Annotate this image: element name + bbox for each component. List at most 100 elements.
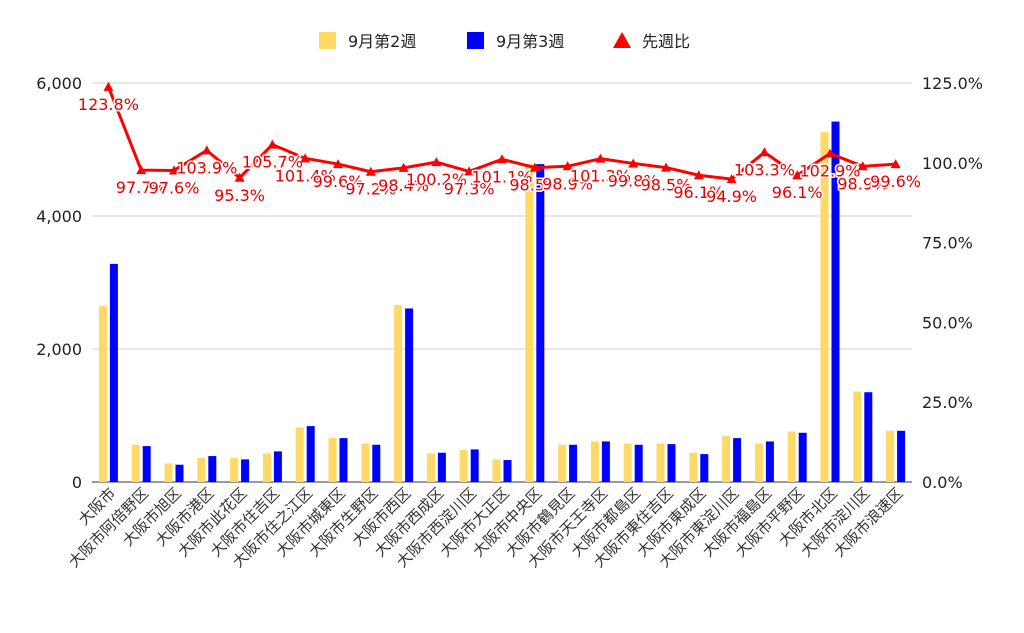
- data-label-先週比: 97.7%: [116, 178, 167, 197]
- point-先週比: [792, 170, 803, 180]
- point-先週比: [300, 153, 311, 163]
- y-right-tick-label: 25.0%: [922, 393, 973, 412]
- data-label-先週比: 103.3%: [734, 160, 795, 179]
- y-left-tick-label: 4,000: [36, 207, 82, 226]
- data-label-先週比: 99.6%: [870, 172, 921, 191]
- bar-9月第3週: [864, 392, 873, 482]
- point-先週比: [267, 139, 278, 149]
- data-label-先週比: 96.1%: [673, 183, 724, 202]
- data-label-先週比: 100.2%: [406, 170, 467, 189]
- data-label-先週比: 98.4%: [378, 176, 429, 195]
- point-先週比: [529, 162, 540, 172]
- point-先週比: [234, 172, 245, 182]
- point-先週比: [661, 162, 671, 172]
- bar-9月第3週: [372, 444, 381, 482]
- bar-9月第2週: [394, 305, 403, 482]
- y-right-tick-label: 100.0%: [922, 154, 983, 173]
- point-先週比: [169, 165, 179, 175]
- bar-9月第3週: [437, 452, 446, 482]
- data-label-先週比: 99.6%: [313, 172, 364, 191]
- bar-9月第3週: [339, 438, 348, 482]
- legend-swatch: [467, 32, 484, 49]
- legend-label: 9月第3週: [496, 32, 564, 51]
- y-right-tick-label: 75.0%: [922, 234, 973, 253]
- grid-layer: [92, 82, 912, 483]
- bar-9月第3週: [503, 460, 512, 482]
- bar-9月第3週: [175, 464, 184, 482]
- data-label-先週比: 99.8%: [608, 171, 659, 190]
- bar-9月第3週: [700, 454, 709, 482]
- bar-9月第2週: [722, 436, 731, 482]
- data-label-先週比: 123.8%: [78, 95, 139, 114]
- bar-9月第2週: [459, 450, 468, 482]
- point-先週比: [857, 161, 868, 171]
- legend-swatch: [613, 32, 631, 48]
- bar-9月第2週: [525, 164, 534, 482]
- y-left-tick-label: 2,000: [36, 340, 82, 359]
- point-先週比: [759, 147, 770, 157]
- data-label-先週比: 105.7%: [242, 153, 303, 172]
- bar-9月第2週: [426, 453, 435, 482]
- bar-9月第2週: [197, 458, 206, 482]
- bar-9月第2週: [623, 443, 632, 482]
- bar-9月第3週: [569, 444, 578, 482]
- bar-9月第2週: [656, 443, 665, 482]
- point-先週比: [464, 166, 475, 176]
- bar-9月第2週: [689, 452, 698, 482]
- data-label-先週比: 101.1%: [471, 167, 532, 186]
- bar-9月第2週: [886, 430, 895, 482]
- bar-9月第3週: [208, 456, 217, 482]
- bar-9月第2週: [492, 459, 501, 482]
- bar-9月第2週: [262, 453, 271, 482]
- bars-layer: [98, 121, 906, 482]
- data-label-先週比: 97.2%: [345, 180, 396, 199]
- bar-9月第3週: [667, 444, 676, 482]
- bar-9月第3週: [831, 121, 840, 482]
- bar-9月第2週: [853, 391, 862, 482]
- data-label-先週比: 96.1%: [772, 183, 823, 202]
- y-left-tick-label: 0: [72, 473, 82, 492]
- point-先週比: [726, 174, 737, 184]
- point-先週比: [497, 154, 507, 164]
- data-label-先週比: 94.9%: [706, 187, 757, 206]
- bar-9月第2週: [328, 438, 337, 482]
- legend-label: 9月第2週: [348, 32, 416, 51]
- point-先週比: [890, 159, 901, 169]
- data-label-先週比: 97.3%: [444, 179, 495, 198]
- line-layer: 123.8%97.7%97.6%103.9%95.3%105.7%101.4%9…: [76, 81, 923, 208]
- bar-9月第3週: [765, 441, 774, 482]
- point-先週比: [628, 158, 639, 168]
- bar-9月第2週: [164, 463, 173, 482]
- bar-9月第3週: [142, 446, 151, 482]
- point-先週比: [693, 170, 704, 180]
- bar-9月第3週: [306, 426, 315, 482]
- data-label-先週比: 101.4%: [275, 166, 336, 185]
- bar-9月第2週: [131, 444, 140, 482]
- data-label-先週比: 98.9%: [542, 174, 593, 193]
- y-left-tick-label: 6,000: [36, 74, 82, 93]
- bar-9月第3週: [470, 449, 479, 482]
- point-先週比: [562, 161, 573, 171]
- legend: 9月第2週 9月第3週 先週比: [319, 32, 690, 51]
- bar-9月第2週: [98, 305, 107, 482]
- point-先週比: [103, 81, 114, 91]
- point-先週比: [365, 166, 376, 176]
- bar-9月第3週: [536, 164, 545, 482]
- bar-9月第3週: [405, 308, 414, 482]
- bar-9月第3週: [109, 263, 118, 482]
- point-先週比: [201, 145, 212, 155]
- bar-9月第2週: [820, 132, 829, 482]
- data-label-先週比: 98.5%: [641, 176, 692, 195]
- point-先週比: [398, 162, 409, 172]
- data-label-先週比: 98.5%: [509, 176, 560, 195]
- bar-9月第2週: [787, 431, 796, 482]
- bar-9月第3週: [273, 451, 282, 482]
- point-先週比: [431, 157, 442, 167]
- point-先週比: [136, 165, 147, 175]
- y-right-tick-label: 0.0%: [922, 473, 963, 492]
- bar-9月第2週: [754, 443, 763, 482]
- bar-9月第3週: [733, 438, 742, 482]
- data-label-先週比: 98.9%: [837, 174, 888, 193]
- data-label-先週比: 101.3%: [570, 167, 631, 186]
